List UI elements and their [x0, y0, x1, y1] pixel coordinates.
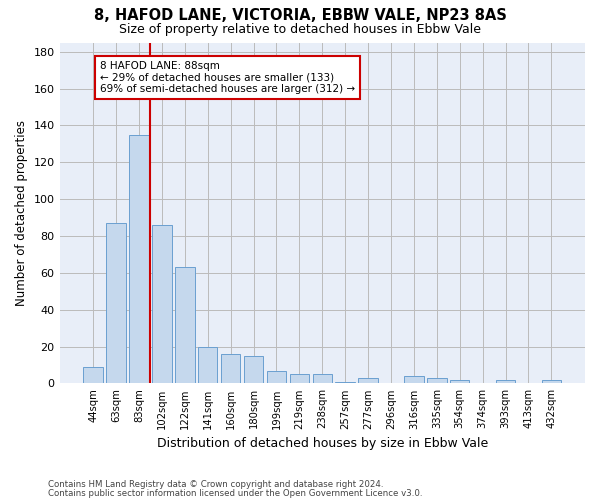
Bar [221, 354, 241, 384]
Bar [427, 378, 446, 384]
X-axis label: Distribution of detached houses by size in Ebbw Vale: Distribution of detached houses by size … [157, 437, 488, 450]
Bar [335, 382, 355, 384]
Text: Size of property relative to detached houses in Ebbw Vale: Size of property relative to detached ho… [119, 22, 481, 36]
Y-axis label: Number of detached properties: Number of detached properties [15, 120, 28, 306]
Bar [290, 374, 309, 384]
Bar [542, 380, 561, 384]
Bar [129, 134, 149, 384]
Bar [404, 376, 424, 384]
Bar [106, 223, 126, 384]
Bar [152, 225, 172, 384]
Text: 8 HAFOD LANE: 88sqm
← 29% of detached houses are smaller (133)
69% of semi-detac: 8 HAFOD LANE: 88sqm ← 29% of detached ho… [100, 61, 355, 94]
Bar [175, 268, 194, 384]
Text: Contains HM Land Registry data © Crown copyright and database right 2024.: Contains HM Land Registry data © Crown c… [48, 480, 383, 489]
Bar [358, 378, 378, 384]
Bar [244, 356, 263, 384]
Bar [198, 346, 217, 384]
Bar [83, 367, 103, 384]
Text: 8, HAFOD LANE, VICTORIA, EBBW VALE, NP23 8AS: 8, HAFOD LANE, VICTORIA, EBBW VALE, NP23… [94, 8, 506, 22]
Bar [267, 370, 286, 384]
Bar [496, 380, 515, 384]
Text: Contains public sector information licensed under the Open Government Licence v3: Contains public sector information licen… [48, 488, 422, 498]
Bar [313, 374, 332, 384]
Bar [450, 380, 469, 384]
